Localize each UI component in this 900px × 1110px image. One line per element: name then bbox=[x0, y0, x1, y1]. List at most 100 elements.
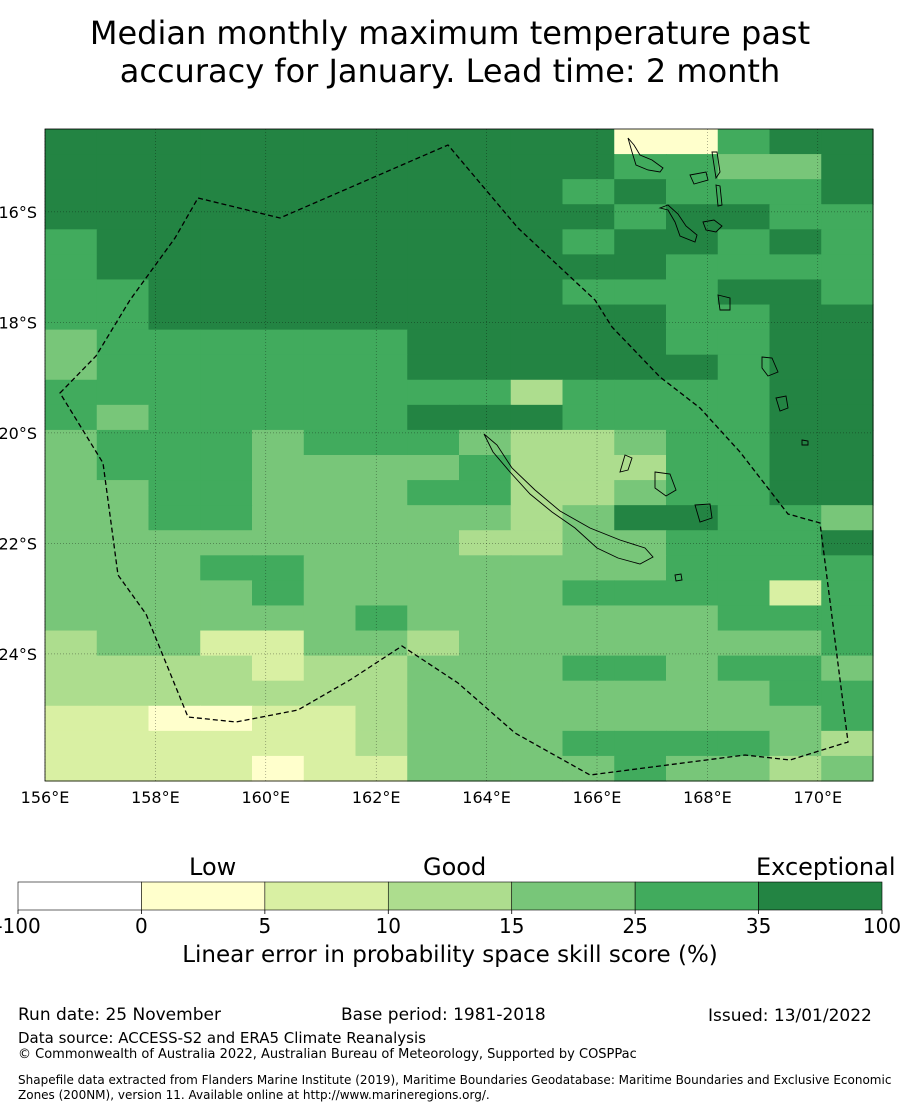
skill-cell bbox=[45, 254, 98, 281]
skill-cell bbox=[769, 204, 822, 230]
skill-cell bbox=[407, 254, 460, 281]
ambrym-island bbox=[689, 171, 709, 185]
y-tick-label: 22°S bbox=[0, 534, 37, 553]
skill-cell bbox=[614, 229, 667, 255]
skill-cell bbox=[45, 304, 98, 331]
skill-cell bbox=[510, 580, 564, 607]
skill-cell bbox=[769, 630, 822, 657]
skill-cell bbox=[614, 455, 667, 481]
skill-cell bbox=[821, 705, 874, 732]
skill-cell bbox=[45, 655, 98, 682]
skill-cell bbox=[45, 179, 98, 205]
skill-cell bbox=[717, 655, 771, 682]
skill-cell bbox=[769, 304, 822, 331]
skill-cell bbox=[510, 279, 564, 306]
tanna-island bbox=[761, 356, 779, 377]
skill-cell bbox=[407, 480, 460, 506]
skill-cell bbox=[717, 630, 771, 657]
skill-cell bbox=[562, 505, 615, 531]
skill-cell bbox=[459, 530, 512, 556]
skill-cell bbox=[510, 429, 564, 456]
skill-cell bbox=[96, 505, 150, 531]
skill-cell bbox=[252, 580, 305, 607]
skill-cell bbox=[769, 404, 822, 431]
skill-cell bbox=[614, 530, 667, 556]
skill-cell bbox=[407, 755, 460, 782]
skill-cell bbox=[303, 354, 357, 381]
skill-cell bbox=[148, 154, 201, 180]
skill-cell bbox=[666, 129, 719, 155]
eez-boundary bbox=[59, 144, 849, 776]
skill-cell bbox=[717, 254, 771, 281]
skill-cell bbox=[45, 580, 98, 607]
skill-cell bbox=[407, 505, 460, 531]
skill-cell bbox=[717, 455, 771, 481]
skill-cell bbox=[614, 354, 667, 381]
skill-cell bbox=[510, 404, 564, 431]
pentecost-island bbox=[711, 151, 721, 180]
skill-cell bbox=[717, 379, 771, 406]
skill-cell bbox=[821, 304, 874, 331]
skill-cell bbox=[96, 580, 150, 607]
skill-cell bbox=[252, 179, 305, 205]
skill-cell bbox=[769, 455, 822, 481]
skill-cell bbox=[459, 179, 512, 205]
skill-cell bbox=[614, 605, 667, 632]
skill-cell bbox=[200, 254, 253, 281]
skill-cell bbox=[821, 555, 874, 581]
skill-cell bbox=[96, 429, 150, 456]
issued-date: Issued: 13/01/2022 bbox=[708, 1006, 872, 1026]
skill-cell bbox=[200, 555, 253, 581]
skill-cell bbox=[769, 254, 822, 281]
skill-cell bbox=[355, 455, 408, 481]
skill-cell bbox=[821, 680, 874, 707]
skill-cell bbox=[614, 480, 667, 506]
hunter-island bbox=[801, 439, 809, 446]
skill-cell bbox=[614, 705, 667, 732]
run-date: Run date: 25 November bbox=[18, 1005, 221, 1025]
skill-cell bbox=[148, 580, 201, 607]
skill-cell bbox=[45, 279, 98, 306]
skill-cell bbox=[769, 129, 822, 155]
skill-cell bbox=[252, 329, 305, 356]
skill-cell bbox=[666, 279, 719, 306]
skill-cell bbox=[666, 455, 719, 481]
skill-cell bbox=[303, 680, 357, 707]
skill-cell bbox=[562, 304, 615, 331]
skill-cell bbox=[562, 705, 615, 732]
skill-cell bbox=[769, 655, 822, 682]
skill-cell bbox=[821, 254, 874, 281]
skill-cell bbox=[717, 404, 771, 431]
skill-cell bbox=[769, 480, 822, 506]
colorbar-tick-label: 15 bbox=[499, 914, 524, 938]
skill-cell bbox=[148, 404, 201, 431]
skill-cell bbox=[459, 455, 512, 481]
y-tick-label: 20°S bbox=[0, 424, 37, 443]
skill-cell bbox=[45, 154, 98, 180]
skill-cell bbox=[252, 279, 305, 306]
skill-cell bbox=[200, 204, 253, 230]
skill-cell bbox=[510, 304, 564, 331]
skill-cell bbox=[666, 505, 719, 531]
skill-cell bbox=[45, 630, 98, 657]
erromango-island bbox=[717, 294, 731, 311]
skill-cell bbox=[666, 655, 719, 682]
skill-cell bbox=[355, 204, 408, 230]
skill-cell bbox=[148, 254, 201, 281]
skill-cell bbox=[355, 354, 408, 381]
skill-cell bbox=[614, 429, 667, 456]
skill-cell bbox=[200, 154, 253, 180]
skill-cell bbox=[407, 179, 460, 205]
skill-cell bbox=[303, 229, 357, 255]
colorbar-segment bbox=[141, 881, 266, 911]
colorbar-tick-label: 5 bbox=[258, 914, 271, 938]
skill-cell bbox=[562, 329, 615, 356]
skill-cell bbox=[769, 705, 822, 732]
skill-cell bbox=[717, 680, 771, 707]
skill-cell bbox=[96, 455, 150, 481]
lifou-island bbox=[654, 471, 677, 497]
skill-cell bbox=[355, 505, 408, 531]
skill-cell bbox=[96, 705, 150, 732]
skill-cell bbox=[459, 204, 512, 230]
colorbar-tick-label: 10 bbox=[376, 914, 401, 938]
